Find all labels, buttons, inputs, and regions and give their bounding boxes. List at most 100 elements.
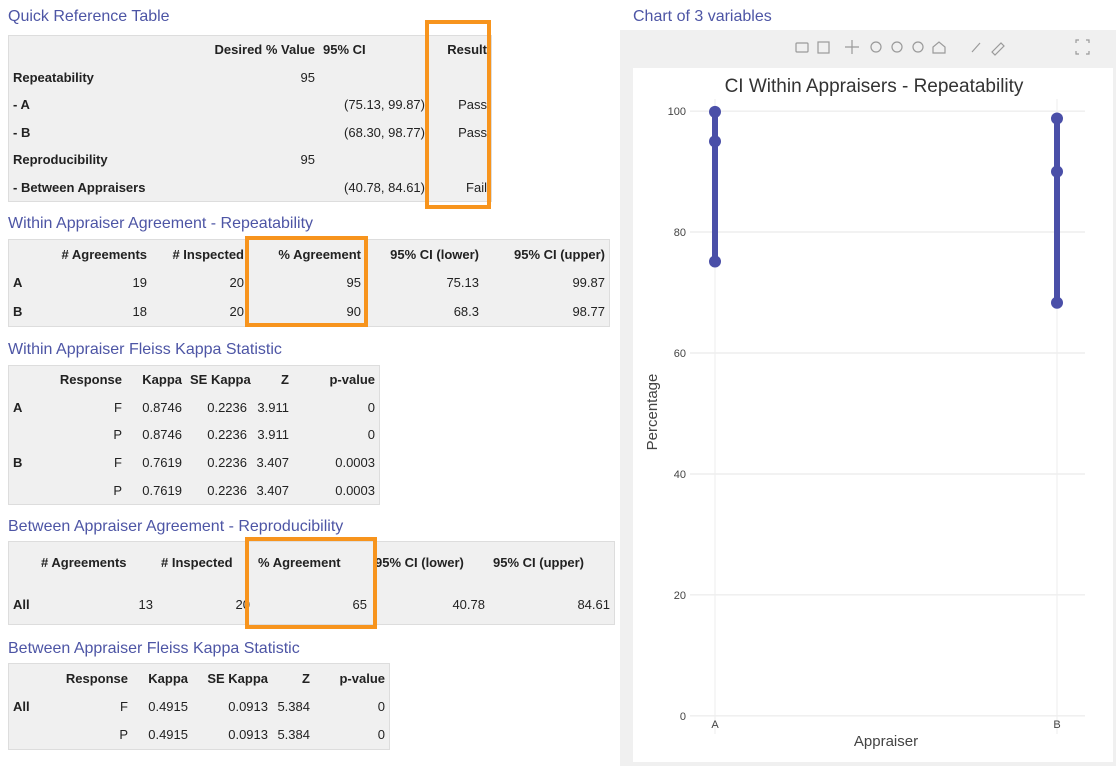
table-cell bbox=[186, 174, 319, 202]
column-header: Result bbox=[447, 42, 487, 58]
data-table: Desired % Value 95% CI Result Repeatability… bbox=[9, 36, 491, 201]
column-header: # Inspected bbox=[161, 555, 233, 571]
table-cell: 0.2236 bbox=[207, 399, 247, 415]
table-cell bbox=[319, 64, 429, 92]
table-row: A 19 20 95 75.13 99.87 bbox=[9, 269, 609, 298]
column-header: p-value bbox=[329, 372, 375, 388]
column-header: Z bbox=[302, 670, 310, 686]
autoscale-icon[interactable] bbox=[912, 41, 924, 53]
pan-icon[interactable] bbox=[845, 40, 859, 54]
table-cell: 3.407 bbox=[256, 482, 289, 498]
section-title: Quick Reference Table bbox=[8, 8, 170, 25]
table-cell: B bbox=[13, 304, 23, 320]
table-cell: Repeatability bbox=[13, 69, 94, 85]
y-tick-label: 60 bbox=[674, 348, 686, 360]
draw-icon[interactable] bbox=[971, 42, 981, 53]
column-header: Z bbox=[281, 372, 289, 388]
table-cell: 0.4915 bbox=[148, 698, 188, 714]
column-header: SE Kappa bbox=[190, 372, 251, 388]
column-header: # Agreements bbox=[61, 246, 148, 262]
y-tick-label: 80 bbox=[674, 227, 686, 239]
ci-point bbox=[1051, 112, 1063, 125]
table-cell: 13 bbox=[138, 596, 153, 612]
section-title: Within Appraiser Fleiss Kappa Statistic bbox=[8, 341, 282, 358]
table-cell: 95 bbox=[300, 69, 315, 85]
erase-icon[interactable] bbox=[991, 42, 1005, 56]
table-cell bbox=[9, 476, 31, 504]
table-cell: Fail bbox=[466, 179, 487, 195]
table-cell bbox=[9, 421, 31, 449]
table-cell: 5.384 bbox=[277, 698, 310, 714]
table-cell: 65 bbox=[352, 596, 367, 612]
table-cell: 20 bbox=[235, 596, 250, 612]
highlight-box bbox=[245, 537, 377, 629]
table-cell: - A bbox=[13, 97, 30, 113]
table-cell: All bbox=[13, 698, 30, 714]
ci-point bbox=[709, 135, 721, 148]
table-row: All F 0.4915 0.0913 5.384 0 bbox=[9, 692, 389, 720]
table: Desired % Value 95% CI Result Repeatability… bbox=[8, 35, 492, 202]
table-cell: Pass bbox=[458, 124, 487, 140]
table-cell: All bbox=[13, 596, 30, 612]
header-row: Desired % Value 95% CI Result bbox=[9, 36, 491, 64]
table-cell: (68.30, 98.77) bbox=[344, 124, 425, 140]
table-cell: 0 bbox=[377, 698, 385, 714]
table-cell: 0.0003 bbox=[335, 455, 375, 471]
table-cell: A bbox=[13, 275, 23, 291]
table-cell: (40.78, 84.61) bbox=[344, 179, 425, 195]
reset-icon[interactable] bbox=[932, 41, 946, 54]
table-cell: 0 bbox=[377, 727, 385, 743]
table-row: - B (68.30, 98.77) Pass bbox=[9, 119, 491, 147]
table-cell: 0.8746 bbox=[142, 427, 182, 443]
column-header: Response bbox=[59, 372, 122, 388]
table-row: P 0.4915 0.0913 5.384 0 bbox=[9, 721, 389, 749]
chart: CI Within Appraisers - Repeatability 0 20 4… bbox=[633, 39, 1113, 762]
ci-point bbox=[1051, 165, 1063, 178]
column-header bbox=[9, 240, 31, 269]
table-cell: 40.78 bbox=[452, 596, 485, 612]
column-header: Kappa bbox=[148, 670, 188, 686]
table-cell: 0.7619 bbox=[142, 482, 182, 498]
column-header: # Inspected bbox=[172, 246, 244, 262]
table-cell: 0.2236 bbox=[207, 427, 247, 443]
column-header: 95% CI (upper) bbox=[493, 555, 585, 571]
table-row: - Between Appraisers (40.78, 84.61) Fail bbox=[9, 174, 491, 202]
camera-icon[interactable] bbox=[795, 42, 809, 53]
section-title: Between Appraiser Agreement - Reproducib… bbox=[8, 518, 344, 535]
table-cell: 0.2236 bbox=[207, 482, 247, 498]
table-cell: 95 bbox=[300, 152, 315, 168]
table-cell: 75.13 bbox=[446, 275, 479, 291]
x-tick-label: B bbox=[1053, 719, 1060, 731]
table: # Agreements # Inspected % Agreement 95% CI… bbox=[8, 541, 615, 625]
table-cell: 0.7619 bbox=[142, 455, 182, 471]
table-cell: 3.911 bbox=[257, 427, 289, 443]
table-row: Repeatability 95 bbox=[9, 64, 491, 92]
x-tick-label: A bbox=[711, 719, 719, 731]
column-header: # Agreements bbox=[41, 555, 127, 571]
toolbar bbox=[795, 39, 1090, 56]
column-header: Kappa bbox=[142, 372, 182, 388]
chart-title: CI Within Appraisers - Repeatability bbox=[725, 76, 1024, 97]
table-cell: 0.4915 bbox=[148, 727, 188, 743]
ci-point bbox=[709, 255, 721, 268]
fullscreen-icon[interactable] bbox=[1075, 39, 1090, 55]
table-cell: P bbox=[113, 482, 122, 498]
table-cell bbox=[9, 721, 37, 749]
table-cell: 0.2236 bbox=[207, 455, 247, 471]
column-header: % Agreement bbox=[258, 555, 341, 571]
table-cell: 95 bbox=[346, 275, 361, 291]
column-header bbox=[9, 36, 186, 64]
x-axis-label: Appraiser bbox=[854, 733, 918, 750]
table-row: - A (75.13, 99.87) Pass bbox=[9, 91, 491, 119]
column-header: % Agreement bbox=[278, 246, 361, 262]
zoom-in-icon[interactable] bbox=[870, 41, 882, 53]
column-header: p-value bbox=[339, 670, 385, 686]
zoom-out-icon[interactable] bbox=[891, 41, 903, 53]
table-cell: B bbox=[13, 455, 23, 471]
column-header: Desired % Value bbox=[214, 42, 315, 58]
column-header: 95% CI (upper) bbox=[513, 246, 605, 262]
zoom-box-icon[interactable] bbox=[817, 41, 830, 54]
